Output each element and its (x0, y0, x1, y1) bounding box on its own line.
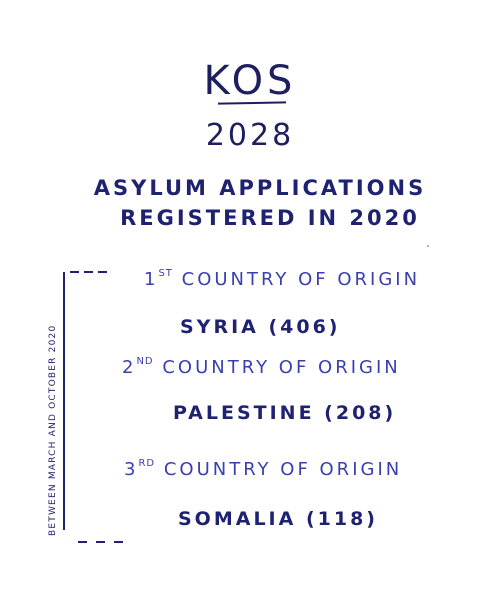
rank-1-label: 1ST COUNTRY OF ORIGIN (144, 268, 420, 290)
rank-3-number: 3 (124, 459, 139, 480)
country-3: SOMALIA (118) (178, 508, 378, 530)
rank-2-suffix: ND (136, 356, 154, 367)
country-2: PALESTINE (208) (173, 402, 397, 424)
rank-3-suffix: RD (138, 458, 156, 469)
heading-line-1: ASYLUM APPLICATIONS (93, 176, 427, 200)
heading-line-2: REGISTERED IN 2020 (120, 206, 420, 230)
page-title: KOS (203, 58, 297, 104)
title-underline (217, 101, 287, 105)
bracket-dash-top-2 (84, 271, 93, 273)
country-1: SYRIA (406) (180, 316, 341, 338)
rank-3-label: 3RD COUNTRY OF ORIGIN (124, 458, 402, 480)
bracket-dash-bottom-3 (114, 541, 123, 543)
rank-1-number: 1 (144, 269, 159, 290)
date-range-note: BETWEEN MARCH AND OCTOBER 2020 (48, 324, 58, 536)
rank-2-label: 2ND COUNTRY OF ORIGIN (122, 356, 401, 378)
bracket-dash-bottom-2 (96, 541, 105, 543)
year-label: 2028 (205, 118, 295, 153)
bracket-dash-top-3 (98, 271, 107, 273)
stray-dot (427, 245, 429, 247)
bracket-dash-bottom-1 (78, 541, 87, 543)
rank-2-number: 2 (122, 357, 137, 378)
rank-2-text: COUNTRY OF ORIGIN (153, 357, 401, 378)
rank-3-text: COUNTRY OF ORIGIN (155, 459, 403, 480)
rank-1-text: COUNTRY OF ORIGIN (172, 269, 421, 290)
rank-1-suffix: ST (158, 268, 173, 279)
bracket-line (63, 272, 65, 530)
bracket-dash-top-1 (70, 271, 79, 273)
